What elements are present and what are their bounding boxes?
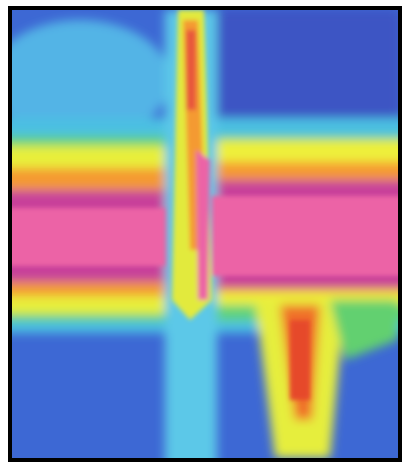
heatmap-picture (0, 0, 402, 464)
red-stripe (186, 30, 196, 110)
red-plume (290, 320, 310, 400)
dark-blue-top-right (210, 10, 400, 120)
heatmap (0, 10, 402, 464)
pink-stripe (196, 150, 210, 300)
page (0, 0, 402, 464)
pink-band-right (212, 196, 402, 276)
pink-band-left (0, 208, 165, 266)
